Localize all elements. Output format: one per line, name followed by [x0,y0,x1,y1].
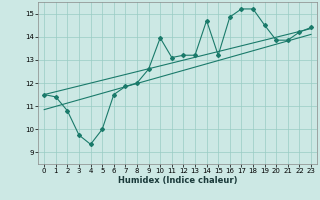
X-axis label: Humidex (Indice chaleur): Humidex (Indice chaleur) [118,176,237,185]
